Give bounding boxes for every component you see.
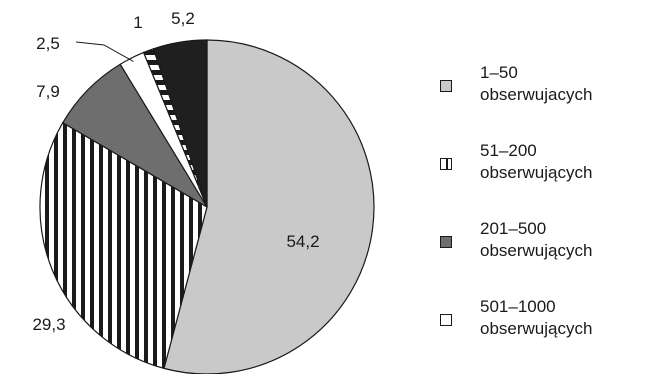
legend-label: 201–500 obserwujących (480, 219, 593, 260)
slice-value-label: 2,5 (36, 34, 60, 53)
slice-value-label: 7,9 (36, 82, 60, 101)
legend-label: 1–50 obserwujacych (480, 63, 593, 104)
legend-swatch (440, 80, 452, 92)
legend-item: 51–200 obserwujących (440, 140, 645, 218)
legend-item: 201–500 obserwujących (440, 218, 645, 296)
slice-value-label: 29,3 (32, 315, 65, 334)
slice-value-label: 54,2 (286, 232, 319, 251)
legend: 1–50 obserwujacych 51–200 obserwujących … (440, 62, 645, 374)
pie-slice (163, 39, 375, 374)
pie-slice (152, 39, 208, 208)
legend-swatch (440, 158, 452, 170)
pie-slice (39, 121, 208, 370)
legend-label: 51–200 obserwujących (480, 141, 593, 182)
leader-line (75, 41, 134, 62)
legend-label: 501–1000 obserwujących (480, 297, 593, 338)
legend-swatch (440, 236, 452, 248)
legend-item: 1–50 obserwujacych (440, 62, 645, 140)
slice-value-label: 1 (133, 13, 142, 32)
legend-item: 501–1000 obserwujących (440, 296, 645, 374)
legend-swatch (440, 314, 452, 326)
slice-value-label: 5,2 (171, 9, 195, 28)
